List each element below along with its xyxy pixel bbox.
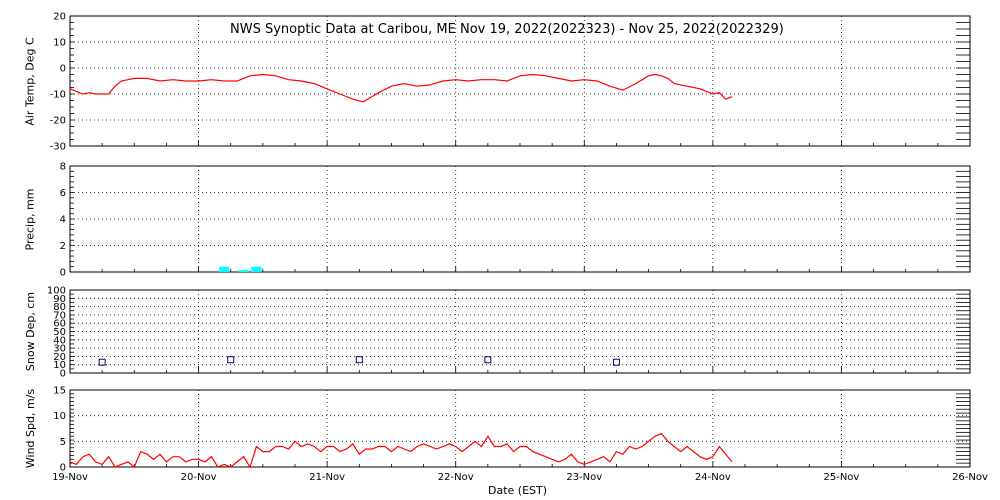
x-tick-label: 26-Nov (952, 472, 988, 483)
y-tick-label: 4 (60, 215, 66, 226)
wind-speed-series-line (69, 432, 733, 469)
y-tick-label: 60 (53, 319, 66, 330)
x-axis-label: Date (EST) (488, 484, 548, 497)
plot-frame (69, 389, 971, 468)
x-tick-label: 25-Nov (823, 472, 859, 483)
y-tick-label: 0 (60, 268, 66, 279)
y-tick-label: -20 (50, 116, 66, 127)
y-tick-label: 6 (60, 188, 66, 199)
y-tick-label: 0 (60, 463, 66, 474)
y-tick-label: 10 (53, 360, 66, 371)
y-tick-label: 2 (60, 241, 66, 252)
x-tick-label: 21-Nov (309, 472, 345, 483)
y-tick-label: 70 (53, 310, 66, 321)
precip-bar (251, 266, 262, 272)
y-tick-label: 8 (60, 162, 66, 173)
y-tick-label: 10 (53, 411, 66, 422)
snow-depth-point (612, 358, 620, 366)
snow-depth-point (227, 356, 235, 364)
y-tick-label: 80 (53, 302, 66, 313)
x-tick-label: 22-Nov (438, 472, 474, 483)
y-tick-label: 15 (53, 386, 66, 397)
snow-depth-point (355, 356, 363, 364)
y-tick-label: 5 (60, 437, 66, 448)
wind-speed-axis-label: Wind Spd, m/s (23, 388, 37, 468)
air-temp-axis-label: Air Temp, Deg C (23, 36, 37, 126)
y-tick-label: 0 (60, 369, 66, 380)
y-tick-label: 20 (53, 12, 66, 23)
y-tick-label: 10 (53, 38, 66, 49)
precip-axis-label: Precip, mm (23, 188, 37, 250)
y-tick-label: 40 (53, 335, 66, 346)
x-tick-label: 19-Nov (52, 472, 88, 483)
precip-bar (219, 266, 230, 272)
snow-depth-axis-label: Snow Dep, cm (23, 291, 37, 371)
y-tick-label: -10 (50, 90, 66, 101)
y-tick-label: 30 (53, 344, 66, 355)
x-tick-label: 20-Nov (181, 472, 217, 483)
snow-depth-point (98, 358, 106, 366)
y-tick-label: 50 (53, 327, 66, 338)
x-tick-label: 24-Nov (695, 472, 731, 483)
chart-title: NWS Synoptic Data at Caribou, ME Nov 19,… (230, 22, 784, 37)
y-tick-label: 90 (53, 294, 66, 305)
y-tick-label: -30 (50, 142, 66, 153)
x-tick-label: 23-Nov (566, 472, 602, 483)
y-tick-label: 20 (53, 352, 66, 363)
snow-depth-point (484, 356, 492, 364)
precip-bar (238, 270, 249, 272)
y-tick-label: 100 (47, 286, 66, 297)
air-temp-series-line (69, 73, 733, 103)
y-tick-label: 0 (60, 64, 66, 75)
